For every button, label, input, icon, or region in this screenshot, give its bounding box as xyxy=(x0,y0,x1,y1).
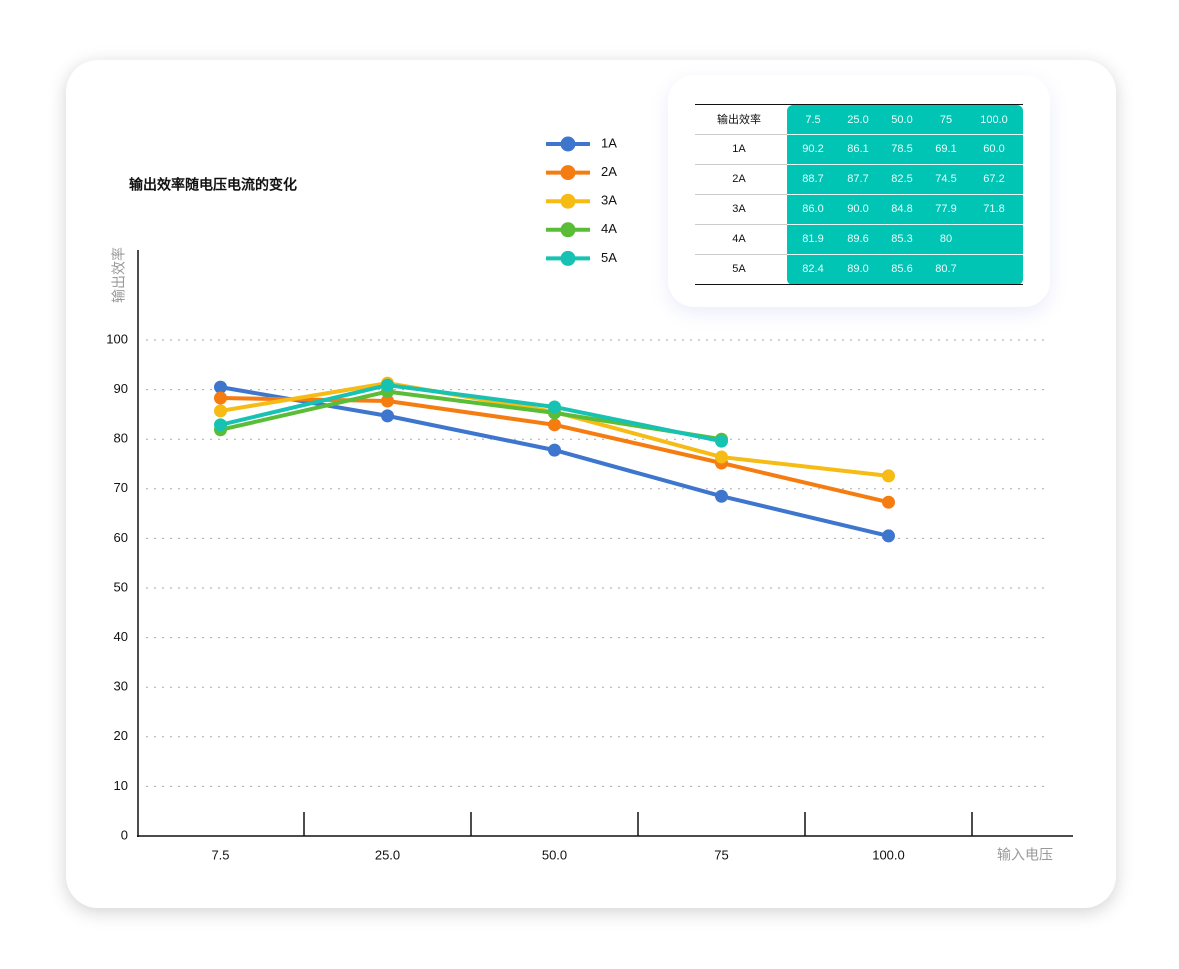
table-cell: 80 xyxy=(939,233,953,245)
table-cell: 75 xyxy=(939,114,953,126)
legend-label: 1A xyxy=(601,135,617,150)
table-cell: 67.2 xyxy=(983,173,1005,185)
table-cell: 80.7 xyxy=(935,263,957,275)
table-cell: 85.3 xyxy=(891,233,913,245)
table-cell: 7.5 xyxy=(805,114,821,126)
point xyxy=(882,469,895,483)
x-tick-label: 100.0 xyxy=(872,847,905,862)
point xyxy=(882,495,895,509)
table-cell: 69.1 xyxy=(935,143,957,155)
y-tick-label: 40 xyxy=(114,629,128,644)
y-tick-label: 100 xyxy=(106,331,128,346)
legend-label: 3A xyxy=(601,193,617,208)
row-header: 输出效率 xyxy=(717,114,761,126)
point xyxy=(214,380,227,394)
point xyxy=(381,378,394,392)
legend-marker xyxy=(560,136,576,152)
table-cell: 60.0 xyxy=(983,143,1005,155)
table-cell: 50.0 xyxy=(891,114,913,126)
table-cell: 77.9 xyxy=(935,203,957,215)
row-divider xyxy=(787,134,1023,135)
row-header: 2A xyxy=(732,173,746,185)
point xyxy=(548,400,561,414)
y-tick-label: 10 xyxy=(114,778,128,793)
row-header: 1A xyxy=(732,143,746,155)
table-cell: 87.7 xyxy=(847,173,869,185)
x-tick-label: 75 xyxy=(714,847,728,862)
point xyxy=(214,404,227,418)
point xyxy=(715,489,728,503)
y-tick-label: 50 xyxy=(114,579,128,594)
point xyxy=(715,434,728,448)
point xyxy=(882,529,895,543)
row-divider xyxy=(695,254,787,255)
x-axis-label: 输入电压 xyxy=(997,847,1053,863)
legend-label: 4A xyxy=(601,221,617,236)
y-axis-label: 输出效率 xyxy=(111,247,127,303)
table-cell: 86.1 xyxy=(847,143,869,155)
row-header: 5A xyxy=(732,263,746,275)
table-cell: 89.0 xyxy=(847,263,869,275)
row-divider xyxy=(787,164,1023,165)
table-bottom-rule xyxy=(695,284,1023,285)
table-cell: 90.2 xyxy=(802,143,824,155)
table-cell: 25.0 xyxy=(847,114,869,126)
table-top-rule xyxy=(695,104,1023,105)
y-tick-label: 90 xyxy=(114,381,128,396)
legend-marker xyxy=(560,165,576,181)
chart-title: 输出效率随电压电流的变化 xyxy=(129,177,297,193)
point xyxy=(381,409,394,423)
table-cell: 86.0 xyxy=(802,203,824,215)
y-tick-label: 30 xyxy=(114,679,128,694)
legend-label: 2A xyxy=(601,164,617,179)
y-tick-label: 80 xyxy=(114,431,128,446)
point xyxy=(214,391,227,405)
table-cell: 82.5 xyxy=(891,173,913,185)
table-cell: 100.0 xyxy=(980,114,1008,126)
point xyxy=(548,443,561,457)
table-cell: 89.6 xyxy=(847,233,869,245)
x-tick-label: 7.5 xyxy=(211,847,229,862)
row-divider xyxy=(695,134,787,135)
y-tick-label: 60 xyxy=(114,530,128,545)
y-tick-label: 70 xyxy=(114,480,128,495)
point xyxy=(548,418,561,432)
row-divider xyxy=(695,194,787,195)
row-divider xyxy=(787,194,1023,195)
legend-marker xyxy=(560,193,576,209)
row-divider xyxy=(695,224,787,225)
point xyxy=(214,418,227,432)
legend-marker xyxy=(560,222,576,238)
table-cell: 78.5 xyxy=(891,143,913,155)
table-cell: 81.9 xyxy=(802,233,824,245)
row-header: 4A xyxy=(732,233,746,245)
table-values-bg xyxy=(787,105,1023,285)
table-cell: 71.8 xyxy=(983,203,1005,215)
point xyxy=(715,450,728,464)
row-divider xyxy=(787,254,1023,255)
x-tick-label: 50.0 xyxy=(542,847,567,862)
legend-label: 5A xyxy=(601,250,617,265)
table-cell: 82.4 xyxy=(802,263,824,275)
table-cell: 84.8 xyxy=(891,203,913,215)
legend-marker xyxy=(560,250,576,266)
table-cell: 74.5 xyxy=(935,173,957,185)
table-cell: 90.0 xyxy=(847,203,869,215)
row-divider xyxy=(695,164,787,165)
series-line xyxy=(220,383,722,444)
point xyxy=(381,394,394,408)
y-tick-label: 20 xyxy=(114,728,128,743)
row-divider xyxy=(787,224,1023,225)
table-cell: 85.6 xyxy=(891,263,913,275)
y-tick-label: 0 xyxy=(121,827,128,842)
table-cell: 88.7 xyxy=(802,173,824,185)
x-tick-label: 25.0 xyxy=(375,847,400,862)
row-header: 3A xyxy=(732,203,746,215)
